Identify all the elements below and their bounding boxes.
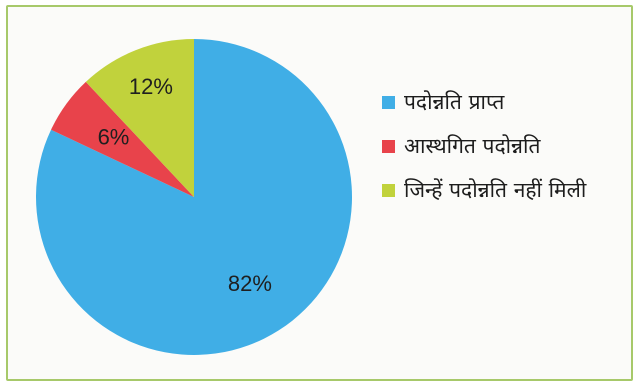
legend-label-not-promoted: जिन्हें पदोन्नति नहीं मिली (404, 178, 587, 202)
legend-label-deferred: आस्थगित पदोन्नति (404, 134, 541, 158)
legend-swatch-deferred (382, 139, 395, 153)
pie-slice-deferred (51, 81, 195, 197)
pie-label-not-promoted: 12% (129, 74, 173, 99)
pie-label-promoted: 82% (228, 271, 272, 296)
legend-item-promoted: पदोन्नति प्राप्त (382, 88, 586, 116)
legend-item-deferred: आस्थगित पदोन्नति (382, 132, 586, 160)
legend-label-promoted: पदोन्नति प्राप्त (404, 90, 505, 114)
pie-slice-not-promoted (85, 39, 194, 197)
pie-label-deferred: 6% (98, 124, 130, 149)
legend-swatch-promoted (382, 95, 395, 109)
legend-item-not-promoted: जिन्हें पदोन्नति नहीं मिली (382, 176, 586, 204)
legend: पदोन्नति प्राप्त आस्थगित पदोन्नति जिन्हे… (382, 88, 586, 204)
legend-swatch-not-promoted (382, 183, 395, 197)
